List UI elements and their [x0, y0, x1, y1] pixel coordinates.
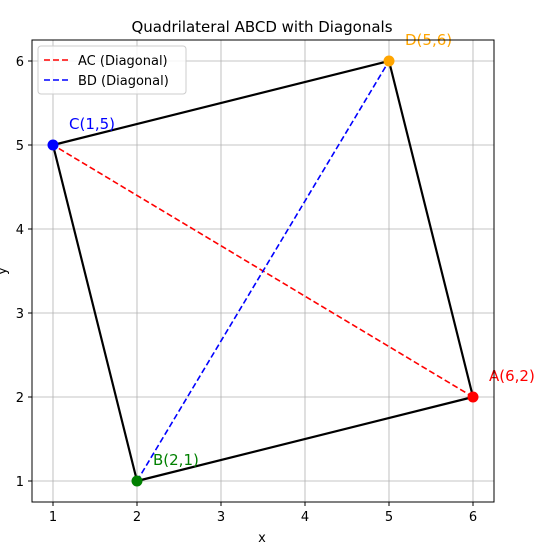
legend-box	[37, 45, 187, 95]
x-tick-label: 2	[133, 510, 141, 525]
chart-lines	[51, 59, 475, 483]
y-axis-label: y	[0, 267, 10, 275]
y-tick-label: 6	[16, 55, 24, 70]
y-tick-label: 5	[16, 139, 24, 154]
plot-frame	[31, 39, 495, 503]
point-label-C: C(1,5)	[69, 115, 115, 133]
y-tick-label: 3	[16, 307, 24, 322]
x-tick-label: 1	[49, 510, 57, 525]
diagonal-BD	[136, 60, 390, 482]
legend-item-label: AC (Diagonal)	[78, 54, 168, 69]
legend: AC (Diagonal) BD (Diagonal)	[37, 45, 187, 95]
axis-ticks: 1 2 3 4 5 6 1 2 3 4 5 6	[16, 55, 477, 525]
legend-item-label: BD (Diagonal)	[78, 74, 169, 89]
side-CD	[52, 59, 390, 147]
chart-title: Quadrilateral ABCD with Diagonals	[131, 18, 392, 36]
side-BC	[51, 144, 139, 482]
y-tick-label: 2	[16, 391, 24, 406]
side-DA	[387, 60, 475, 398]
point-A	[467, 391, 479, 403]
x-tick-label: 3	[217, 510, 225, 525]
y-tick-label: 1	[16, 475, 24, 490]
x-tick-label: 4	[301, 510, 309, 525]
x-axis-label: x	[258, 531, 266, 546]
point-C	[47, 139, 59, 151]
point-label-B: B(2,1)	[153, 451, 199, 469]
point-D	[383, 55, 395, 67]
point-B	[131, 475, 143, 487]
x-tick-label: 6	[469, 510, 477, 525]
point-label-A: A(6,2)	[489, 367, 535, 385]
y-tick-label: 4	[16, 223, 24, 238]
side-AB	[136, 395, 474, 483]
x-tick-label: 5	[385, 510, 393, 525]
